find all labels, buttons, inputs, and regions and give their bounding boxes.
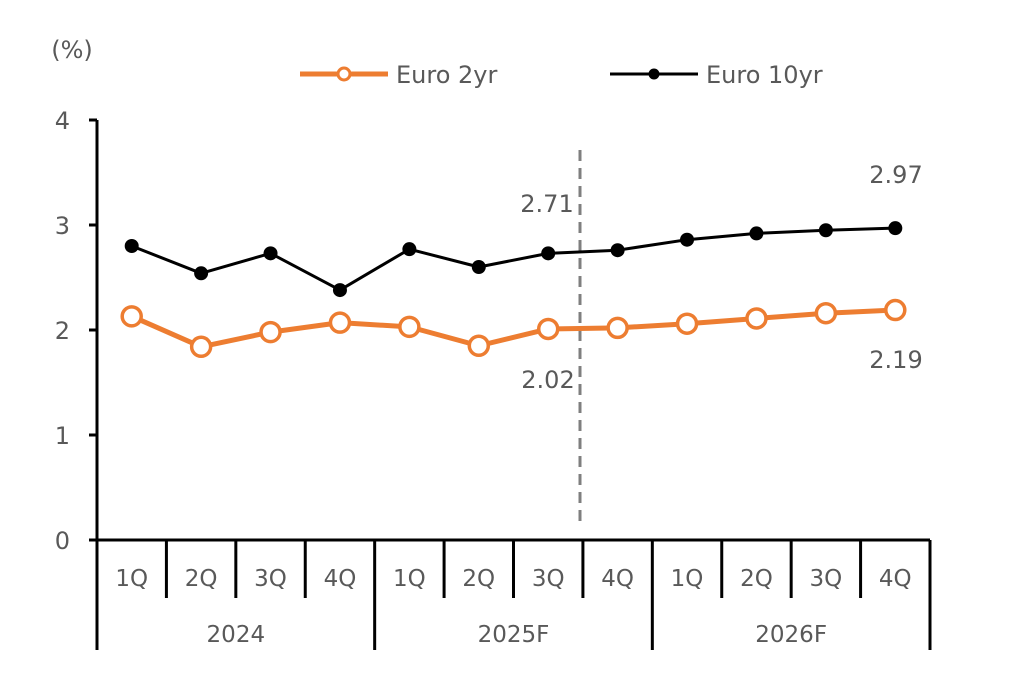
annotation-label: 2.02 <box>521 366 574 394</box>
y-tick-label: 4 <box>55 107 70 135</box>
data-point <box>194 266 209 281</box>
data-point <box>675 312 699 335</box>
data-point <box>398 315 421 339</box>
data-point <box>745 307 768 330</box>
unit-label: (%) <box>51 36 93 64</box>
series-layer <box>120 221 907 359</box>
data-point <box>541 246 556 261</box>
x-group-label: 2024 <box>207 622 266 648</box>
y-tick-label: 3 <box>55 212 70 240</box>
y-tick-label: 1 <box>55 422 70 450</box>
x-tick-label: 2Q <box>185 566 218 592</box>
data-point <box>818 223 833 238</box>
y-ticks: 0 1 2 3 4 <box>55 107 97 555</box>
annotation-label: 2.71 <box>520 190 573 218</box>
legend-label-euro-10yr: Euro 10yr <box>706 61 823 89</box>
x-tick-label: 2Q <box>740 566 773 592</box>
data-point <box>610 243 625 258</box>
data-point <box>888 221 903 236</box>
annotation-label: 2.97 <box>869 161 922 189</box>
y-tick-label: 2 <box>55 317 70 345</box>
x-tick-label: 1Q <box>115 566 148 592</box>
x-tick-label: 4Q <box>324 566 357 592</box>
x-tick-label: 4Q <box>879 566 912 592</box>
data-point <box>328 311 352 334</box>
data-point <box>884 298 907 322</box>
data-point <box>259 320 282 344</box>
data-point <box>680 232 695 247</box>
data-point <box>189 335 213 359</box>
x-categories: 1Q 2Q 3Q 4Q 1Q 2Q 3Q 4Q 1Q 2Q 3Q 4Q <box>95 540 932 650</box>
y-tick-label: 0 <box>55 527 70 555</box>
data-point <box>263 246 278 261</box>
x-tick-label: 4Q <box>601 566 634 592</box>
x-tick-label: 2Q <box>462 566 495 592</box>
legend-marker-euro-2yr <box>336 66 352 82</box>
x-tick-label: 3Q <box>532 566 565 592</box>
x-groups: 2024 2025F 2026F <box>207 622 827 648</box>
data-point <box>471 260 486 274</box>
data-point <box>332 283 347 298</box>
x-group-label: 2025F <box>478 622 550 648</box>
data-point <box>402 242 417 257</box>
data-point <box>814 301 838 325</box>
x-group-label: 2026F <box>755 622 827 648</box>
annotation-label: 2.19 <box>869 346 922 374</box>
series-line-euro-10yr <box>131 226 896 292</box>
data-point <box>120 305 143 328</box>
series-line-euro-2yr <box>130 307 896 350</box>
x-tick-label: 1Q <box>671 566 704 592</box>
data-point <box>124 239 139 253</box>
legend-marker-euro-10yr <box>648 68 660 80</box>
legend: Euro 2yr Euro 10yr <box>300 61 823 89</box>
legend-label-euro-2yr: Euro 2yr <box>396 61 498 89</box>
x-tick-label: 3Q <box>810 566 843 592</box>
data-point <box>467 334 491 357</box>
data-point <box>749 226 764 241</box>
data-point <box>536 317 560 341</box>
x-tick-label: 3Q <box>254 566 287 592</box>
data-point <box>606 316 629 340</box>
x-tick-label: 1Q <box>393 566 426 592</box>
